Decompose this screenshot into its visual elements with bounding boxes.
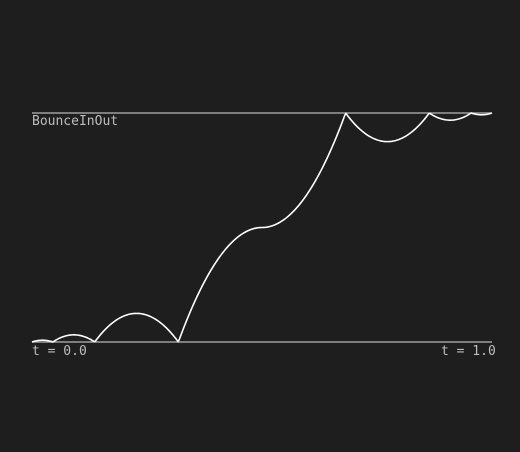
easing-curve xyxy=(31,112,493,343)
t-start-label: t = 0.0 xyxy=(32,344,87,359)
curve-name-label: BounceInOut xyxy=(32,114,119,129)
t-end-label: t = 1.0 xyxy=(441,344,496,359)
